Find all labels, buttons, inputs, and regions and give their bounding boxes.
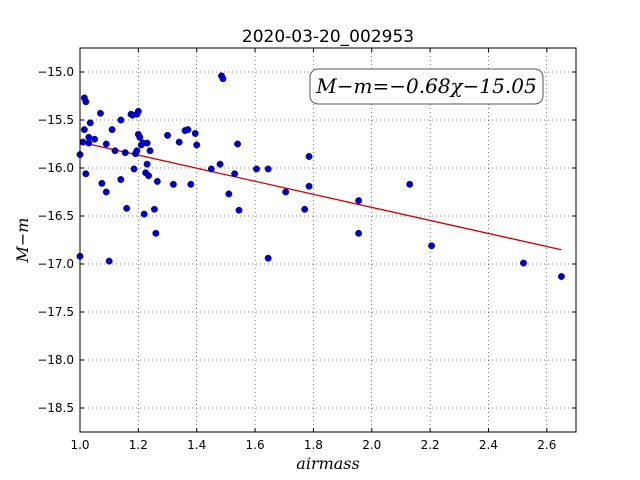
data-point [85,139,93,147]
x-tick-label: 1.6 [246,438,265,452]
data-point [80,126,88,134]
data-point [82,170,90,178]
x-tick-label: 1.2 [129,438,148,452]
data-point [108,126,116,134]
data-point [105,257,113,265]
data-point [169,180,177,188]
x-tick-label: 2.6 [537,438,556,452]
data-point [96,109,104,117]
data-point [175,138,183,146]
x-tick-label: 2.4 [479,438,498,452]
data-point [117,116,125,124]
data-point [123,204,131,212]
data-point [98,179,106,187]
data-point [207,165,215,173]
data-point [225,190,233,198]
y-axis-label: M−m [13,218,32,264]
data-point [235,206,243,214]
x-axis-label: airmass [296,454,359,473]
data-point [187,180,195,188]
annotation-text: M−m=−0.68χ−15.05 [315,74,536,98]
y-tick-label: −17.5 [37,305,74,319]
data-point [557,273,565,280]
data-point [146,147,154,155]
data-point [184,126,192,134]
data-point [102,140,110,148]
chart-title: 2020-03-20_002953 [242,27,414,47]
data-point [130,165,138,173]
data-point [152,229,160,237]
data-point [282,188,290,196]
data-point [143,139,151,147]
data-point [133,147,141,155]
x-tick-label: 2.2 [421,438,440,452]
y-tick-label: −16.0 [37,161,74,175]
data-point [140,210,148,218]
data-point [216,160,224,168]
data-point [305,153,313,160]
fit-annotation: M−m=−0.68χ−15.05 [309,68,544,105]
data-point [143,160,151,168]
data-point [164,131,171,139]
data-point [520,259,527,267]
x-tick-label: 2.0 [362,438,381,452]
data-point [136,133,144,141]
data-point [355,229,363,237]
data-point [301,205,309,213]
x-tick-label: 1.8 [304,438,323,452]
data-point [193,141,201,149]
data-point [79,138,87,146]
data-points [76,72,565,280]
data-point [111,147,119,155]
data-point [91,135,99,143]
data-point [264,165,272,173]
data-point [121,149,129,157]
data-point [82,98,90,106]
data-point [150,205,158,213]
data-point [264,254,272,262]
data-point [428,242,436,250]
data-point [406,180,414,188]
y-tick-label: −17.0 [37,257,74,271]
x-tick-label: 1.0 [70,438,89,452]
data-point [86,119,94,127]
data-point [234,140,242,148]
data-point [145,172,153,180]
data-point [134,107,142,115]
data-point [117,176,125,183]
plot-frame [79,47,577,433]
data-point [191,129,199,137]
data-point [219,75,227,83]
y-tick-label: −15.5 [37,113,74,127]
fit-line-group [85,142,562,251]
data-point [85,133,93,141]
y-tick-label: −18.0 [37,353,74,367]
annotation-box [309,68,544,105]
x-tick-label: 1.4 [187,438,206,452]
data-point [102,188,110,196]
axis-ticks: 1.0 1.2 1.4 1.6 1.8 2.0 2.2 2.4 2.6 −15.0 −15.5 −16… [37,48,576,452]
y-tick-label: −18.5 [37,401,74,415]
data-point [253,165,260,173]
data-point [153,177,161,185]
data-point [231,170,239,178]
grid [79,48,576,432]
data-point [355,197,363,205]
fit-line [85,142,562,251]
data-point [305,182,313,190]
y-tick-label: −16.5 [37,209,74,223]
y-tick-label: −15.0 [37,65,74,79]
